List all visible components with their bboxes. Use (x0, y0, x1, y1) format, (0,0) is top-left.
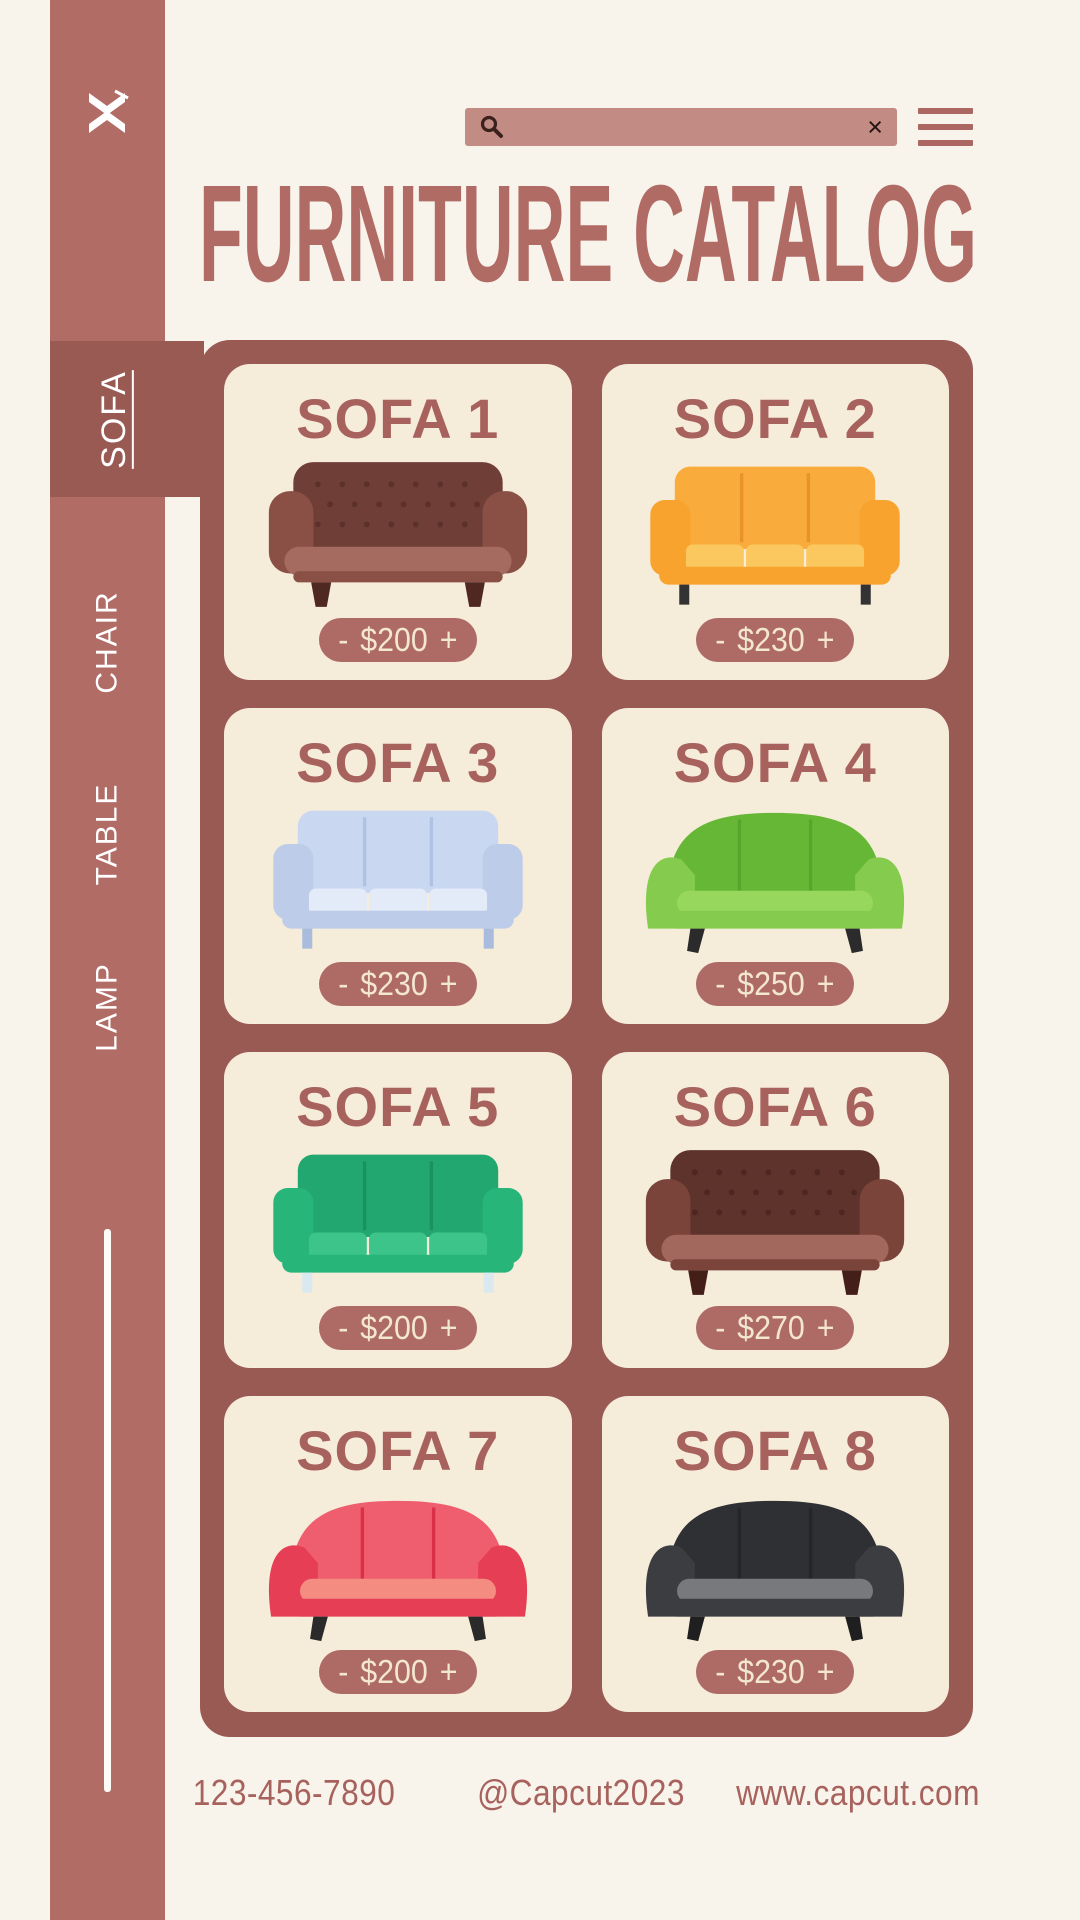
product-name: SOFA 3 (296, 731, 500, 794)
footer-handle: @Capcut2023 (477, 1772, 685, 1813)
hamburger-menu-icon[interactable] (918, 108, 973, 146)
decrease-button[interactable]: - (715, 1309, 726, 1346)
product-name: SOFA 7 (296, 1419, 500, 1482)
increase-button[interactable]: + (817, 1309, 835, 1346)
footer-website: www.capcut.com (736, 1772, 980, 1813)
price-stepper: - $250 + (696, 962, 855, 1006)
price-value: $200 (360, 1653, 428, 1690)
sidebar-item-lamp[interactable]: LAMP (90, 962, 124, 1052)
product-card-sofa-7[interactable]: SOFA 7 - $200 + (224, 1396, 572, 1712)
product-name: SOFA 8 (673, 1419, 877, 1482)
product-card-sofa-4[interactable]: SOFA 4 - $250 + (601, 708, 949, 1024)
increase-button[interactable]: + (817, 1653, 835, 1690)
price-value: $270 (737, 1309, 806, 1346)
price-value: $230 (737, 621, 806, 658)
sidebar-decorative-line (104, 1229, 111, 1792)
sofa-illustration (630, 795, 920, 962)
sofa-illustration (253, 795, 543, 962)
price-stepper: - $200 + (318, 1306, 477, 1350)
decrease-button[interactable]: - (715, 1653, 726, 1690)
sidebar-item-chair[interactable]: CHAIR (90, 590, 124, 694)
decrease-button[interactable]: - (338, 965, 349, 1002)
price-value: $200 (360, 1309, 428, 1346)
close-icon[interactable]: × (867, 111, 883, 142)
price-stepper: - $200 + (318, 1650, 477, 1694)
catalog-panel: SOFA 1 - $200 + SOFA 2 - $230 + SOFA 3 -… (200, 340, 973, 1737)
increase-button[interactable]: + (817, 965, 835, 1002)
product-name: SOFA 1 (296, 387, 500, 450)
product-card-sofa-6[interactable]: SOFA 6 - $270 + (601, 1052, 949, 1368)
decrease-button[interactable]: - (715, 621, 726, 658)
sidebar-item-sofa-label: SOFA (94, 369, 133, 469)
sofa-illustration (630, 451, 920, 618)
product-card-sofa-8[interactable]: SOFA 8 - $230 + (601, 1396, 949, 1712)
product-card-sofa-3[interactable]: SOFA 3 - $230 + (224, 708, 572, 1024)
price-value: $250 (737, 965, 806, 1002)
price-stepper: - $230 + (696, 618, 855, 662)
footer-phone: 123-456-7890 (192, 1772, 396, 1813)
product-card-sofa-1[interactable]: SOFA 1 - $200 + (224, 364, 572, 680)
search-icon (479, 114, 505, 140)
sidebar-item-sofa[interactable]: SOFA (50, 341, 204, 497)
svg-text:FURNITURE CATALOG: FURNITURE CATALOG (199, 181, 977, 301)
product-card-sofa-5[interactable]: SOFA 5 - $200 + (224, 1052, 572, 1368)
search-input[interactable] (513, 113, 864, 141)
decrease-button[interactable]: - (338, 1309, 349, 1346)
price-value: $230 (360, 965, 428, 1002)
price-stepper: - $200 + (318, 618, 477, 662)
product-name: SOFA 4 (673, 731, 877, 794)
sofa-illustration (630, 1139, 920, 1306)
sofa-illustration (253, 1483, 543, 1650)
product-name: SOFA 5 (296, 1075, 500, 1138)
price-stepper: - $270 + (696, 1306, 855, 1350)
sofa-illustration (253, 1139, 543, 1306)
sofa-illustration (253, 451, 543, 618)
search-bar: × (465, 108, 897, 146)
decrease-button[interactable]: - (338, 1653, 349, 1690)
increase-button[interactable]: + (439, 965, 458, 1002)
increase-button[interactable]: + (439, 1309, 458, 1346)
product-name: SOFA 2 (673, 387, 877, 450)
product-name: SOFA 6 (673, 1075, 877, 1138)
sofa-illustration (630, 1483, 920, 1650)
capcut-logo-icon (78, 84, 136, 142)
increase-button[interactable]: + (439, 621, 458, 658)
decrease-button[interactable]: - (715, 965, 726, 1002)
price-stepper: - $230 + (696, 1650, 855, 1694)
sidebar-item-table[interactable]: TABLE (90, 782, 124, 886)
product-card-sofa-2[interactable]: SOFA 2 - $230 + (601, 364, 949, 680)
decrease-button[interactable]: - (338, 621, 349, 658)
price-stepper: - $230 + (318, 962, 477, 1006)
price-value: $230 (737, 1653, 806, 1690)
price-value: $200 (360, 621, 428, 658)
increase-button[interactable]: + (439, 1653, 458, 1690)
increase-button[interactable]: + (817, 621, 835, 658)
page-title: FURNITURE CATALOG (199, 181, 977, 301)
